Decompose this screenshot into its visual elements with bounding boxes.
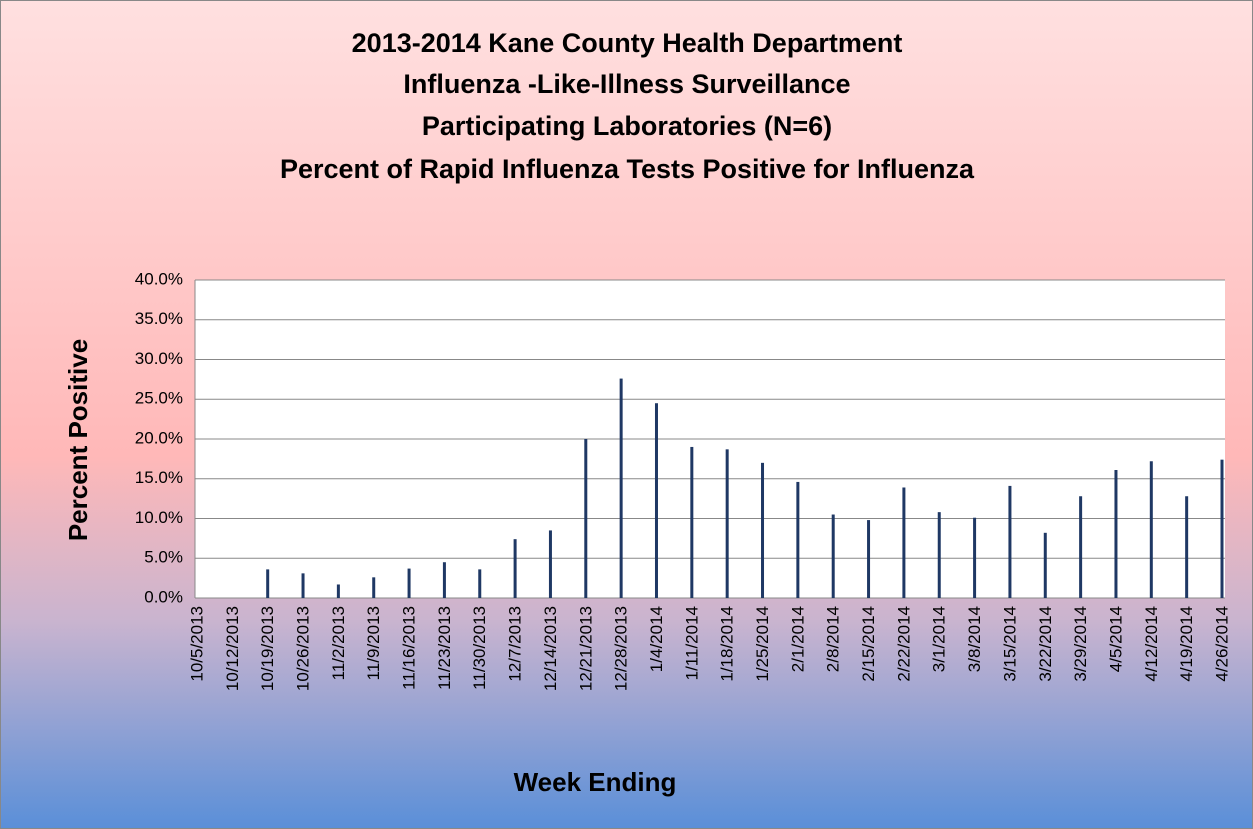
bar <box>654 403 658 598</box>
x-axis-label: Week Ending <box>514 767 677 797</box>
y-tick-label: 25.0% <box>135 389 183 408</box>
y-tick-label: 30.0% <box>135 349 183 368</box>
bar <box>619 378 623 598</box>
y-tick-label: 15.0% <box>135 468 183 487</box>
x-tick-label: 4/12/2014 <box>1142 606 1161 682</box>
bar <box>336 584 340 598</box>
x-tick-label: 3/22/2014 <box>1036 606 1055 682</box>
bar <box>1079 496 1083 598</box>
bar <box>973 517 977 598</box>
x-tick-label: 11/9/2013 <box>364 606 383 680</box>
x-tick-label: 2/22/2014 <box>894 606 913 682</box>
bar <box>867 520 871 598</box>
bar <box>1185 496 1189 598</box>
y-axis-label: Percent Positive <box>63 339 93 541</box>
x-tick-label: 4/5/2014 <box>1106 606 1125 672</box>
y-tick-label: 5.0% <box>144 548 183 567</box>
bar <box>584 439 588 598</box>
bar <box>548 530 552 598</box>
x-tick-label: 2/8/2014 <box>824 606 843 672</box>
x-tick-label: 3/8/2014 <box>965 606 984 672</box>
x-tick-label: 12/28/2013 <box>612 606 631 691</box>
bar <box>301 573 305 598</box>
bar <box>478 569 482 598</box>
bar <box>407 568 411 598</box>
x-tick-label: 3/15/2014 <box>1000 606 1019 682</box>
bar <box>1008 485 1012 598</box>
x-tick-label: 4/19/2014 <box>1177 606 1196 682</box>
y-tick-label: 0.0% <box>144 587 183 606</box>
x-tick-label: 10/12/2013 <box>223 606 242 691</box>
x-tick-label: 12/7/2013 <box>506 606 525 682</box>
x-tick-label: 1/11/2014 <box>682 606 701 680</box>
x-tick-label: 2/15/2014 <box>859 606 878 682</box>
x-tick-label: 12/14/2013 <box>541 606 560 691</box>
x-tick-label: 10/26/2013 <box>294 606 313 691</box>
y-tick-label: 20.0% <box>135 428 183 447</box>
bar <box>725 449 729 598</box>
x-tick-label: 1/25/2014 <box>753 606 772 682</box>
chart-title: Percent of Rapid Influenza Tests Positiv… <box>280 154 975 184</box>
x-tick-label: 10/19/2013 <box>258 606 277 691</box>
y-tick-label: 40.0% <box>135 269 183 288</box>
x-tick-label: 11/2/2013 <box>329 606 348 680</box>
chart-title: Influenza -Like-Illness Surveillance <box>403 69 850 99</box>
bar <box>372 577 376 598</box>
x-tick-label: 11/30/2013 <box>470 606 489 690</box>
bar <box>690 446 694 598</box>
x-tick-label: 10/5/2013 <box>187 606 206 682</box>
bar <box>902 487 906 598</box>
x-tick-label: 11/23/2013 <box>435 606 454 690</box>
x-tick-label: 3/29/2014 <box>1071 606 1090 682</box>
bar <box>1043 532 1047 598</box>
bar <box>796 481 800 598</box>
x-tick-label: 4/26/2014 <box>1212 606 1231 682</box>
x-tick-label: 1/4/2014 <box>647 606 666 672</box>
x-tick-label: 1/18/2014 <box>718 606 737 682</box>
bar <box>761 462 765 598</box>
x-tick-label: 12/21/2013 <box>576 606 595 691</box>
x-tick-label: 3/1/2014 <box>930 606 949 672</box>
y-tick-label: 10.0% <box>135 508 183 527</box>
bar <box>442 562 446 598</box>
bar <box>1114 470 1118 598</box>
bar <box>937 512 941 598</box>
x-tick-label: 2/1/2014 <box>788 606 807 672</box>
bar <box>1149 461 1153 598</box>
bar <box>266 569 270 598</box>
chart-title: Participating Laboratories (N=6) <box>422 111 832 141</box>
bar <box>1220 459 1224 598</box>
bar <box>831 514 835 598</box>
chart-title: 2013-2014 Kane County Health Department <box>352 28 903 58</box>
bar <box>513 539 517 598</box>
x-tick-label: 11/16/2013 <box>400 606 419 690</box>
y-tick-label: 35.0% <box>135 309 183 328</box>
